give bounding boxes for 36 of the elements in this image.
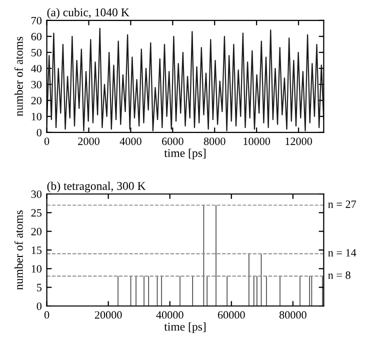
- x-tick-label: 0: [44, 311, 50, 319]
- chart-title: (b) tetragonal, 300 K: [47, 182, 146, 192]
- y-tick-label: 15: [32, 246, 42, 254]
- y-tick-label: 30: [31, 190, 42, 198]
- y-tick-label: 20: [31, 96, 42, 104]
- y-tick-label: 70: [32, 16, 42, 24]
- y-tick-label: 0: [36, 302, 42, 310]
- x-tick-label: 8000: [204, 138, 226, 146]
- x-tick-label: 60000: [218, 311, 245, 319]
- x-tick-label: 10000: [244, 138, 270, 146]
- y-axis-title: number of atoms: [14, 36, 23, 116]
- x-axis-title: time [ps]: [164, 148, 206, 160]
- y-tick-label: 30: [31, 80, 42, 88]
- x-tick-label: 20000: [94, 311, 122, 319]
- x-tick-label: 80000: [279, 311, 306, 319]
- x-tick-label: 12000: [286, 138, 312, 146]
- y-tick-label: 25: [31, 209, 42, 217]
- chart-title: (a) cubic, 1040 K: [47, 8, 130, 19]
- x-tick-label: 4000: [120, 138, 142, 146]
- x-tick-label: 6000: [162, 138, 184, 146]
- y-axis-title: number of atoms: [14, 210, 23, 290]
- y-tick-label: 50: [31, 48, 42, 56]
- x-axis-title: time [ps]: [164, 322, 206, 334]
- ref-line-label: n = 8: [328, 271, 350, 279]
- y-tick-label: 60: [31, 32, 42, 40]
- x-tick-label: 0: [44, 138, 50, 146]
- y-tick-label: 10: [32, 265, 42, 273]
- y-tick-label: 10: [32, 112, 42, 120]
- y-tick-label: 5: [37, 284, 42, 292]
- y-tick-label: 20: [31, 228, 42, 236]
- ref-line-label: n = 14: [328, 249, 356, 256]
- y-tick-label: 40: [31, 64, 42, 72]
- ref-line-label: n = 27: [328, 200, 356, 208]
- x-tick-label: 40000: [156, 311, 184, 319]
- x-tick-label: 2000: [78, 138, 100, 146]
- y-tick-label: 0: [36, 128, 42, 136]
